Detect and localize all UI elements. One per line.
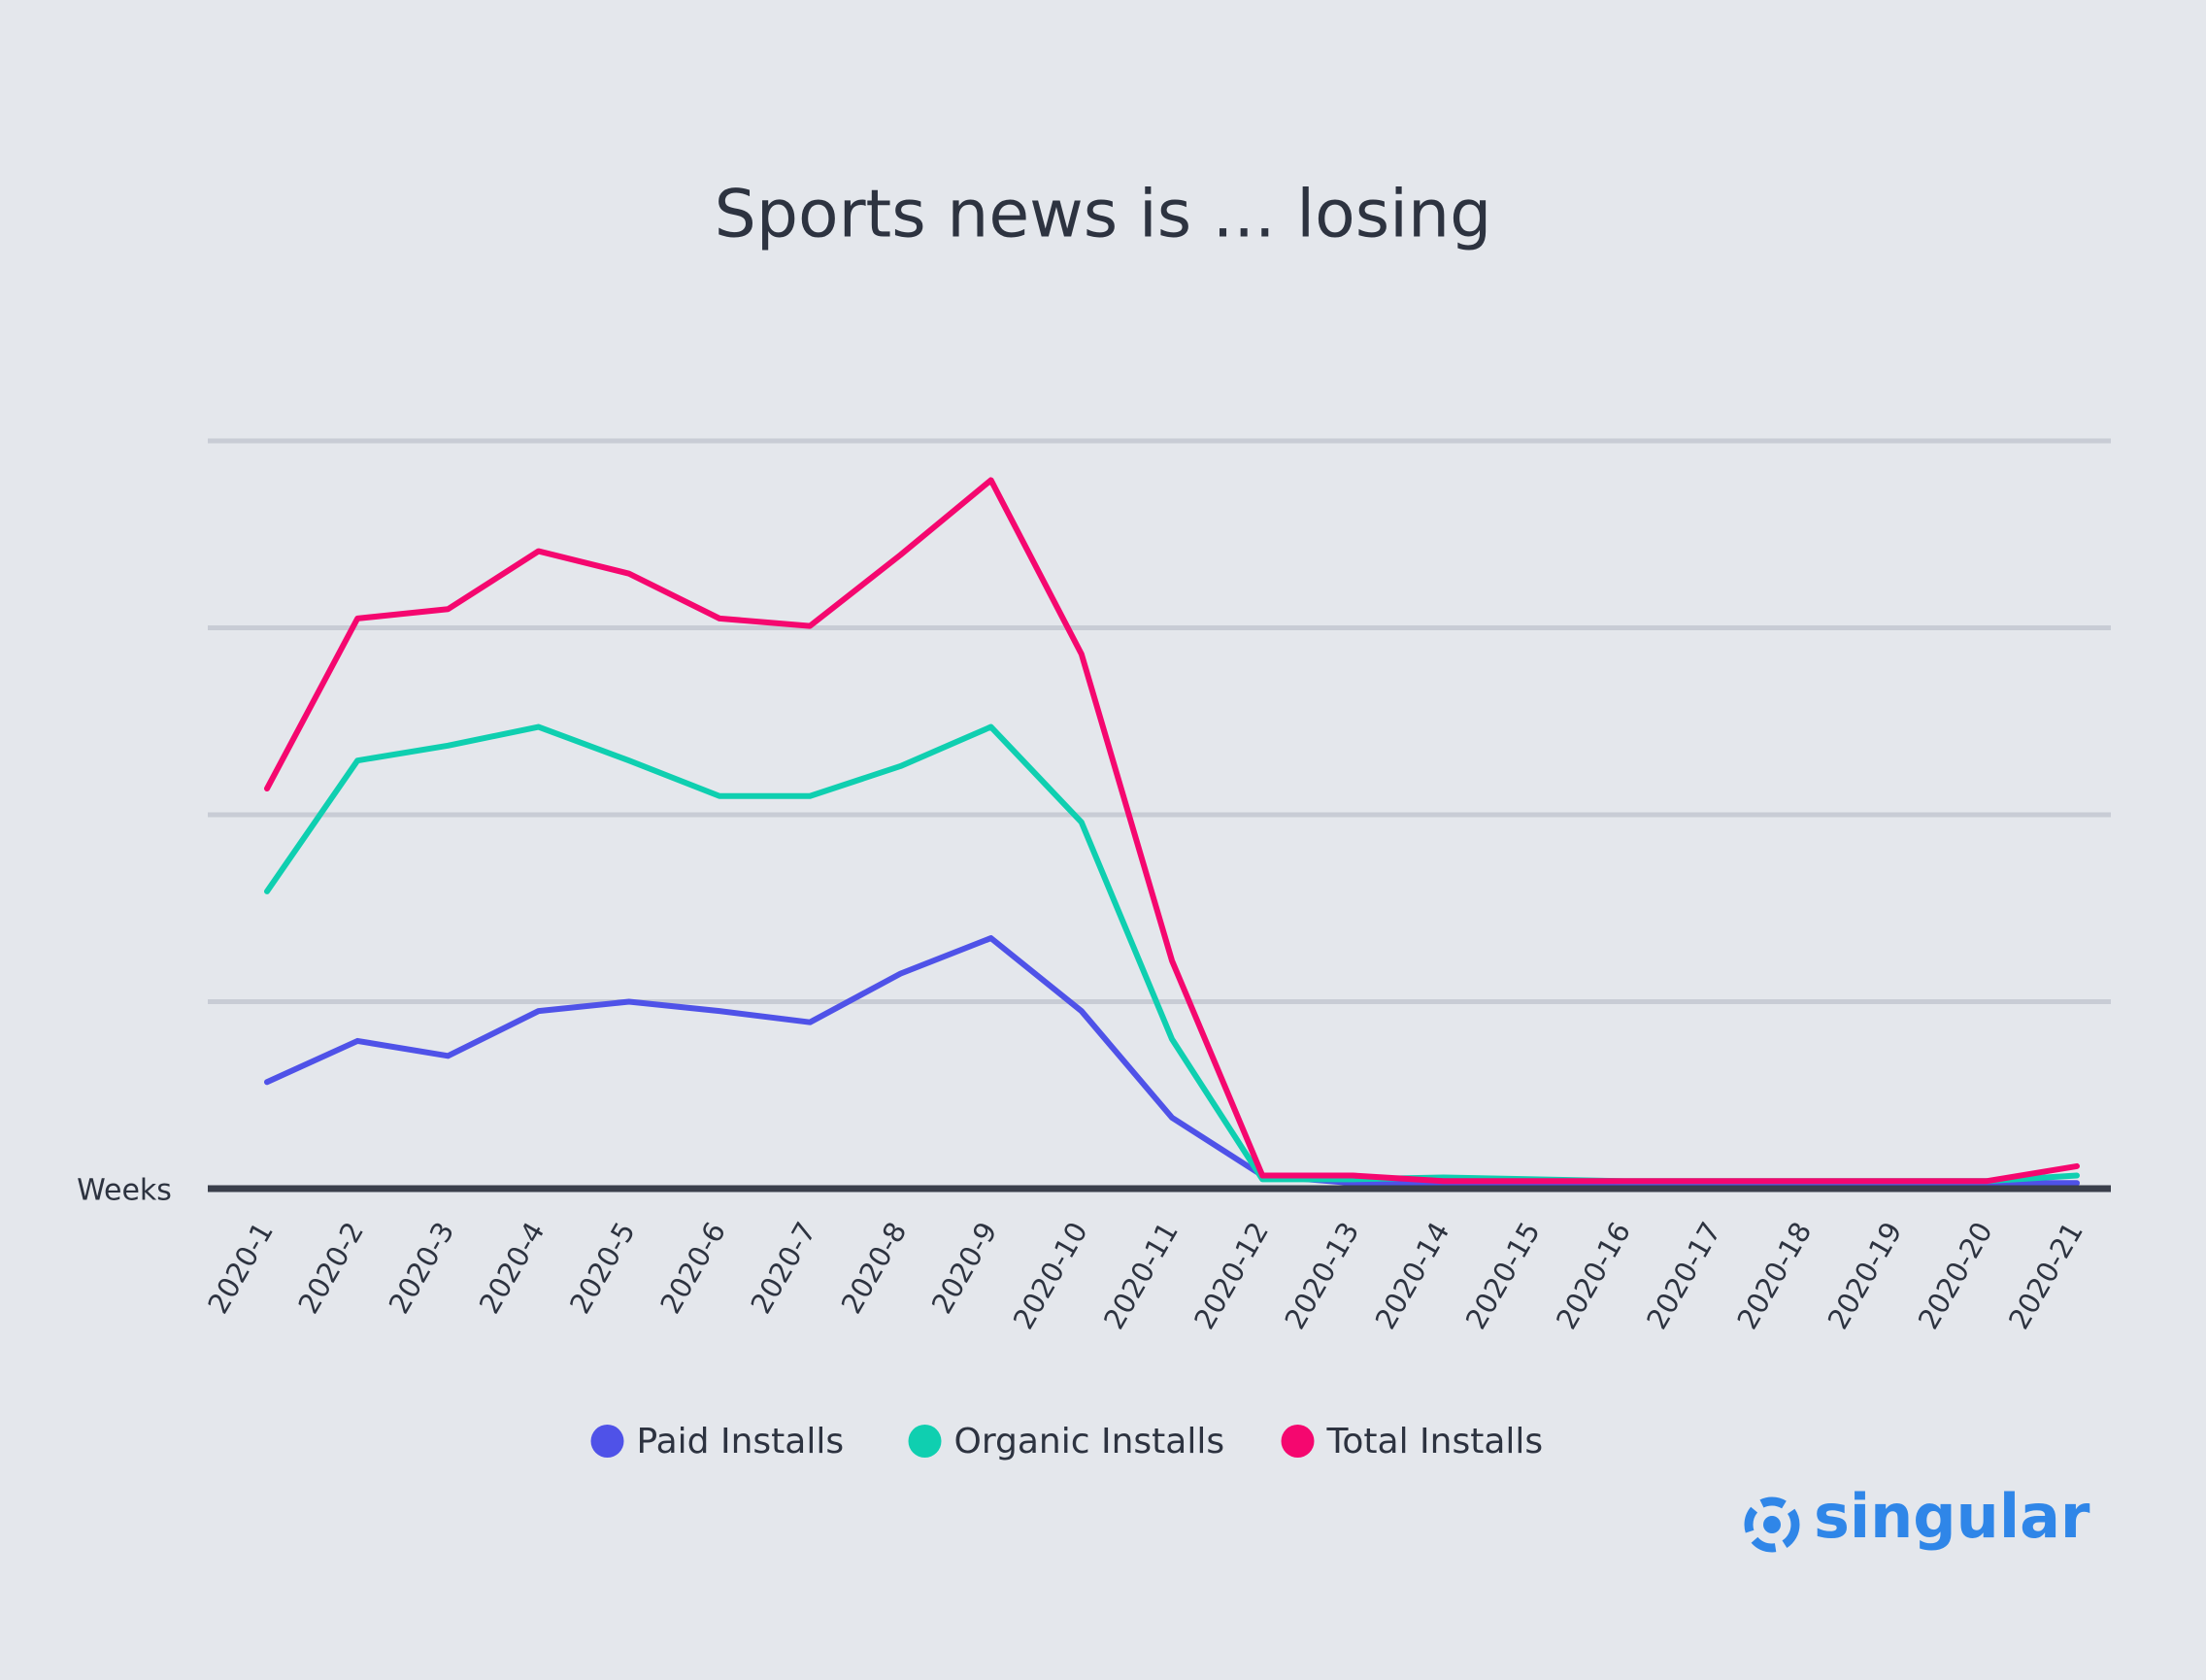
brand-icon-core	[1763, 1516, 1781, 1533]
legend-label: Paid Installs	[637, 1422, 845, 1462]
legend-marker	[1281, 1425, 1315, 1458]
legend-marker	[908, 1425, 942, 1458]
brand-name: singular	[1814, 1481, 2090, 1552]
legend-label: Total Installs	[1326, 1422, 1544, 1462]
legend-label: Organic Installs	[954, 1422, 1225, 1462]
chart-title: Sports news is ... losing	[715, 177, 1492, 253]
legend-marker	[590, 1425, 624, 1458]
series-line	[264, 477, 2080, 1185]
brand-icon	[1744, 1496, 1800, 1553]
x-axis-label: Weeks	[77, 1174, 172, 1208]
brand-logo: singular	[1744, 1481, 2090, 1553]
legend: Paid Installs Organic Installs Total Insta…	[590, 1422, 1544, 1462]
